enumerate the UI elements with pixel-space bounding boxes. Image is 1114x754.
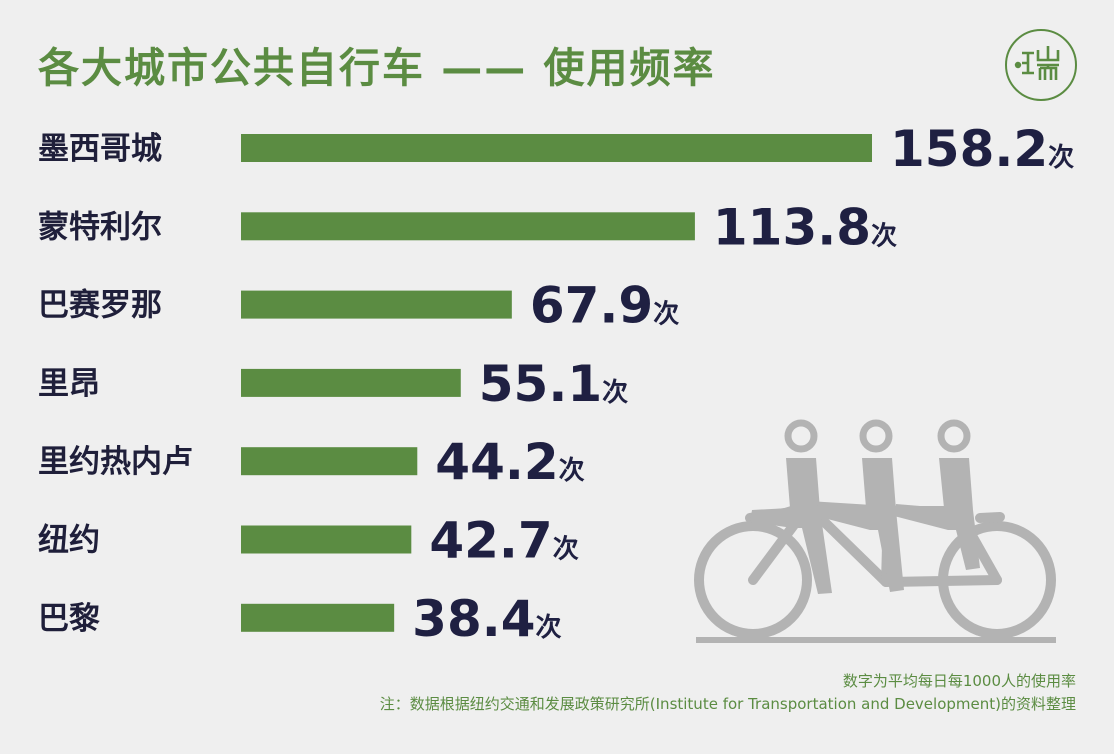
- value-label: 42.7次: [429, 512, 578, 570]
- bar: [241, 290, 512, 319]
- bar: [241, 525, 412, 554]
- value-unit: 次: [602, 378, 628, 408]
- footnote-source: 注：数据根据纽约交通和发展政策研究所(Institute for Transpo…: [379, 695, 1076, 713]
- category-label: 巴赛罗那: [38, 288, 162, 324]
- value-unit: 次: [536, 613, 562, 643]
- category-label: 纽约: [38, 523, 100, 559]
- value-label: 158.2次: [890, 120, 1074, 178]
- value-unit: 次: [1048, 143, 1074, 173]
- category-label: 里约热内卢: [38, 444, 193, 480]
- category-label: 蒙特利尔: [38, 209, 162, 245]
- value-unit: 次: [871, 221, 897, 251]
- tandem-bicycle-icon: [694, 419, 1056, 643]
- bar: [241, 603, 395, 632]
- value-label: 67.9次: [530, 277, 679, 335]
- logo-icon: [1005, 29, 1077, 101]
- page-title: 各大城市公共自行车 —— 使用频率: [38, 44, 716, 92]
- value-label: 113.8次: [713, 198, 897, 256]
- value-unit: 次: [553, 535, 579, 565]
- bar: [241, 368, 461, 397]
- bar: [241, 447, 418, 476]
- bar: [241, 212, 695, 241]
- category-label: 里昂: [38, 366, 100, 402]
- category-label: 墨西哥城: [38, 131, 162, 167]
- footnote-definition: 数字为平均每日每1000人的使用率: [842, 672, 1076, 690]
- footnotes: 数字为平均每日每1000人的使用率 注：数据根据纽约交通和发展政策研究所(Ins…: [380, 670, 1076, 716]
- value-unit: 次: [559, 456, 585, 486]
- value-unit: 次: [653, 300, 679, 330]
- value-label: 44.2次: [435, 433, 584, 491]
- category-label: 巴黎: [38, 601, 100, 637]
- value-label: 55.1次: [479, 355, 628, 413]
- value-label: 38.4次: [412, 590, 561, 648]
- bar: [241, 134, 872, 162]
